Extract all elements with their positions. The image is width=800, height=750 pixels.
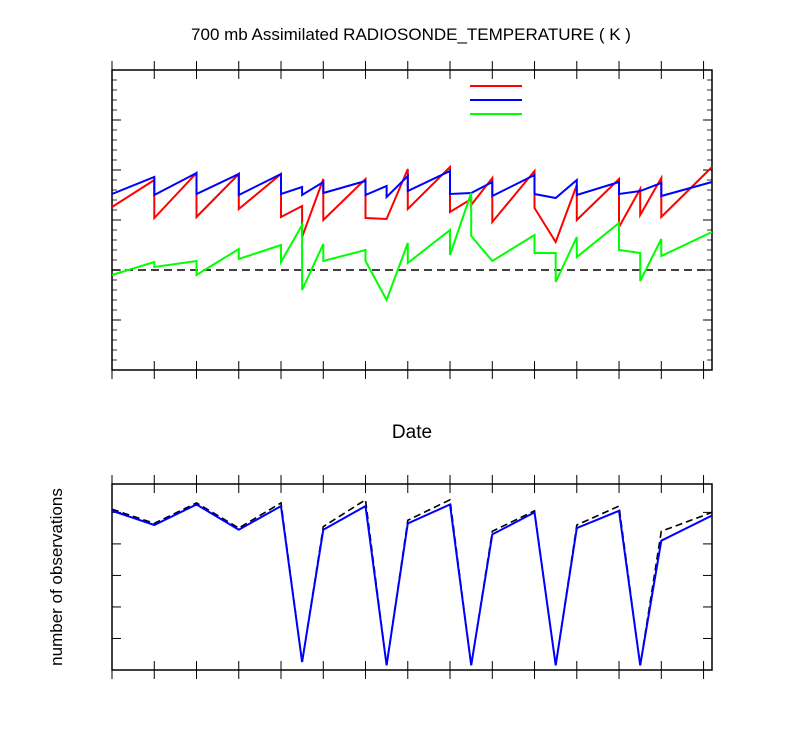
x-axis-label: Date: [392, 422, 432, 443]
series-dashed-0: [111, 498, 713, 666]
bottom-panel: [111, 475, 713, 679]
top-panel: [111, 61, 713, 379]
series-sprd-ob-error: [111, 169, 713, 200]
chart-title: 700 mb Assimilated RADIOSONDE_TEMPERATUR…: [191, 25, 631, 44]
series-rmse: [111, 164, 713, 245]
y-axis-label-observations: number of observations: [47, 488, 66, 666]
series-solid-1: [111, 503, 713, 666]
series-bias-o-f: [111, 192, 713, 303]
plot-frame: [111, 483, 713, 671]
